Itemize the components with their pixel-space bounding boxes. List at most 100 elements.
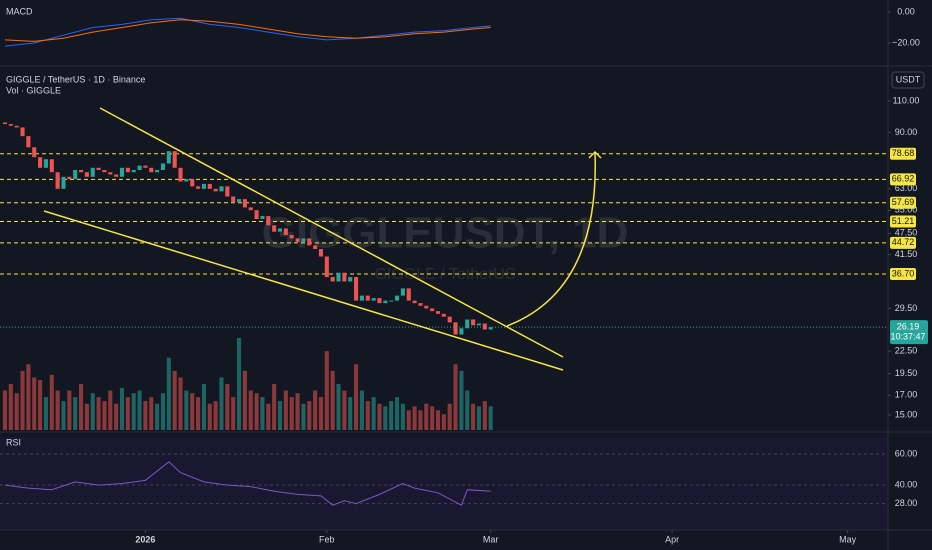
candle-body bbox=[172, 151, 177, 168]
candle-body bbox=[336, 272, 341, 282]
candle-body bbox=[330, 277, 335, 282]
volume-bar bbox=[231, 397, 236, 430]
volume-bar bbox=[459, 370, 464, 430]
y-tick-label: 40.00 bbox=[895, 479, 918, 489]
volume-bar bbox=[125, 397, 130, 430]
volume-bar bbox=[383, 406, 388, 430]
rsi-title: RSI bbox=[6, 437, 21, 447]
volume-bar bbox=[207, 403, 212, 430]
volume-bar bbox=[32, 377, 37, 430]
volume-bar bbox=[236, 338, 242, 430]
volume-bar bbox=[38, 380, 43, 430]
volume-bar bbox=[447, 403, 452, 430]
candle-body bbox=[453, 322, 458, 335]
volume-bar bbox=[201, 384, 206, 430]
candle-body bbox=[219, 186, 224, 192]
x-tick-label: May bbox=[839, 534, 857, 544]
volume-bar bbox=[307, 401, 312, 430]
level-label: 51.21 bbox=[892, 216, 915, 226]
trendline bbox=[99, 107, 564, 358]
volume-bar bbox=[430, 406, 435, 430]
candle-body bbox=[394, 295, 400, 301]
candle-body bbox=[78, 169, 84, 173]
candle-body bbox=[201, 183, 206, 189]
volume-bar bbox=[84, 403, 89, 430]
volume-bar bbox=[389, 401, 394, 430]
volume-bar bbox=[453, 364, 458, 430]
y-tick-label: 90.00 bbox=[895, 127, 918, 137]
volume-bar bbox=[365, 401, 370, 430]
candle-body bbox=[482, 323, 487, 330]
volume-bar bbox=[289, 397, 294, 430]
candle-body bbox=[236, 199, 242, 202]
volume-bar bbox=[313, 390, 318, 430]
candle-body bbox=[359, 295, 364, 301]
volume-bar bbox=[102, 401, 107, 430]
macd-title: MACD bbox=[6, 6, 33, 16]
volume-bar bbox=[394, 397, 400, 430]
volume-bar bbox=[49, 374, 54, 430]
volume-bar bbox=[213, 401, 218, 430]
volume-bar bbox=[342, 390, 347, 430]
volume-bar bbox=[277, 401, 283, 430]
volume-bar bbox=[266, 403, 271, 430]
candle-body bbox=[231, 196, 236, 202]
candle-body bbox=[371, 298, 376, 301]
candle-body bbox=[14, 125, 19, 128]
volume-bar bbox=[225, 384, 230, 430]
y-tick-label: 110.00 bbox=[893, 95, 920, 105]
candle-body bbox=[441, 313, 446, 317]
level-label: 44.72 bbox=[892, 237, 915, 247]
candle-body bbox=[277, 228, 283, 232]
candle-body bbox=[73, 169, 78, 180]
volume-bar bbox=[14, 393, 19, 430]
candle-body bbox=[313, 245, 318, 250]
volume-bar bbox=[43, 397, 48, 430]
volume-bar bbox=[119, 387, 125, 430]
candle-body bbox=[424, 305, 429, 309]
candle-body bbox=[342, 272, 347, 282]
candle-body bbox=[242, 199, 247, 208]
volume-bar bbox=[20, 370, 25, 430]
candle-body bbox=[225, 186, 230, 197]
volume-bar bbox=[412, 406, 417, 430]
x-tick-label: Apr bbox=[665, 534, 679, 544]
volume-bar bbox=[295, 393, 300, 430]
candle-body bbox=[8, 124, 13, 126]
volume-bar bbox=[330, 370, 335, 430]
trendline bbox=[43, 210, 564, 371]
candle-body bbox=[389, 300, 394, 302]
x-tick-label: Mar bbox=[483, 534, 499, 544]
volume-bar bbox=[78, 384, 84, 430]
candle-body bbox=[207, 183, 212, 189]
currency[interactable]: USDT bbox=[896, 74, 921, 84]
countdown: 10:37:47 bbox=[890, 332, 925, 342]
volume-bar bbox=[166, 357, 171, 430]
arrow-head bbox=[588, 150, 602, 159]
candle-body bbox=[96, 167, 101, 170]
volume-bar bbox=[131, 393, 136, 430]
candle-body bbox=[125, 167, 130, 173]
candle-body bbox=[418, 303, 423, 306]
level-label: 57.69 bbox=[892, 197, 915, 207]
candle-body bbox=[102, 169, 107, 173]
volume-bar bbox=[242, 370, 247, 430]
currency-box[interactable] bbox=[891, 71, 925, 89]
volume-bar bbox=[26, 364, 31, 430]
candle-body bbox=[2, 122, 8, 125]
candle-body bbox=[254, 210, 259, 220]
candle-body bbox=[400, 288, 405, 296]
y-tick-label: 19.50 bbox=[895, 368, 918, 378]
volume-bar bbox=[196, 397, 201, 430]
volume-bar bbox=[143, 401, 148, 430]
candle-body bbox=[67, 176, 72, 180]
candle-body bbox=[272, 225, 277, 232]
chart-title: GIGGLE / TetherUS · 1D · Binance bbox=[6, 74, 145, 84]
candle-body bbox=[84, 172, 89, 177]
volume-bar bbox=[435, 410, 441, 430]
level-label: 66.92 bbox=[892, 174, 915, 184]
volume-bar bbox=[377, 403, 382, 430]
volume-bar bbox=[2, 390, 8, 430]
candle-body bbox=[406, 288, 411, 301]
